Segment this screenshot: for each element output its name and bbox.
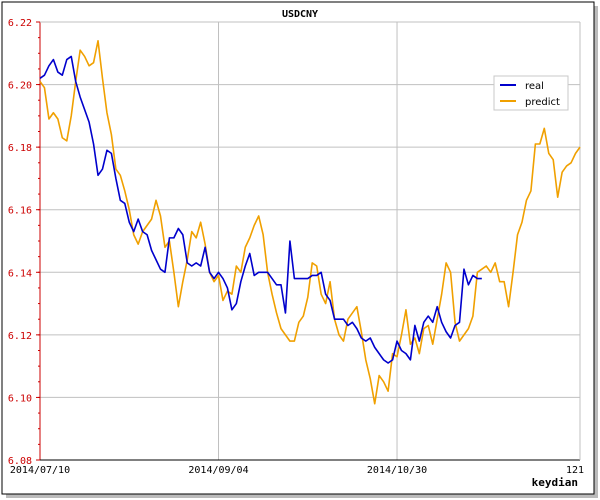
- plot-area: [40, 22, 580, 460]
- x-tick-label: 2014/09/04: [188, 465, 248, 476]
- watermark-text: keydian: [532, 476, 578, 489]
- y-tick-label: 6.16: [8, 206, 32, 217]
- x-tick-label: 2014/10/30: [367, 465, 427, 476]
- x-tick-label: 2014/07/10: [10, 465, 70, 476]
- legend: real predict: [493, 75, 569, 111]
- axes: [36, 21, 581, 461]
- tick-labels: 6.08 6.10 6.12 6.14 6.16 6.18 6.20 6.22 2014/07/…: [8, 18, 584, 476]
- y-tick-label: 6.12: [8, 331, 32, 342]
- legend-box: [493, 75, 569, 111]
- y-tick-label: 6.10: [8, 393, 32, 404]
- y-tick-label: 6.20: [8, 81, 32, 92]
- y-tick-label: 6.18: [8, 143, 32, 154]
- legend-label-predict: predict: [525, 97, 560, 108]
- legend-label-real: real: [525, 81, 544, 92]
- y-tick-label: 6.14: [8, 268, 32, 279]
- series-lines: [39, 39, 581, 405]
- x-tick-label: 121: [566, 465, 584, 476]
- y-tick-label: 6.08: [8, 456, 32, 467]
- series-line-real: [39, 55, 482, 364]
- series-line-predict: [39, 39, 581, 405]
- y-tick-label: 6.22: [8, 18, 32, 29]
- chart-title: USDCNY: [282, 9, 318, 20]
